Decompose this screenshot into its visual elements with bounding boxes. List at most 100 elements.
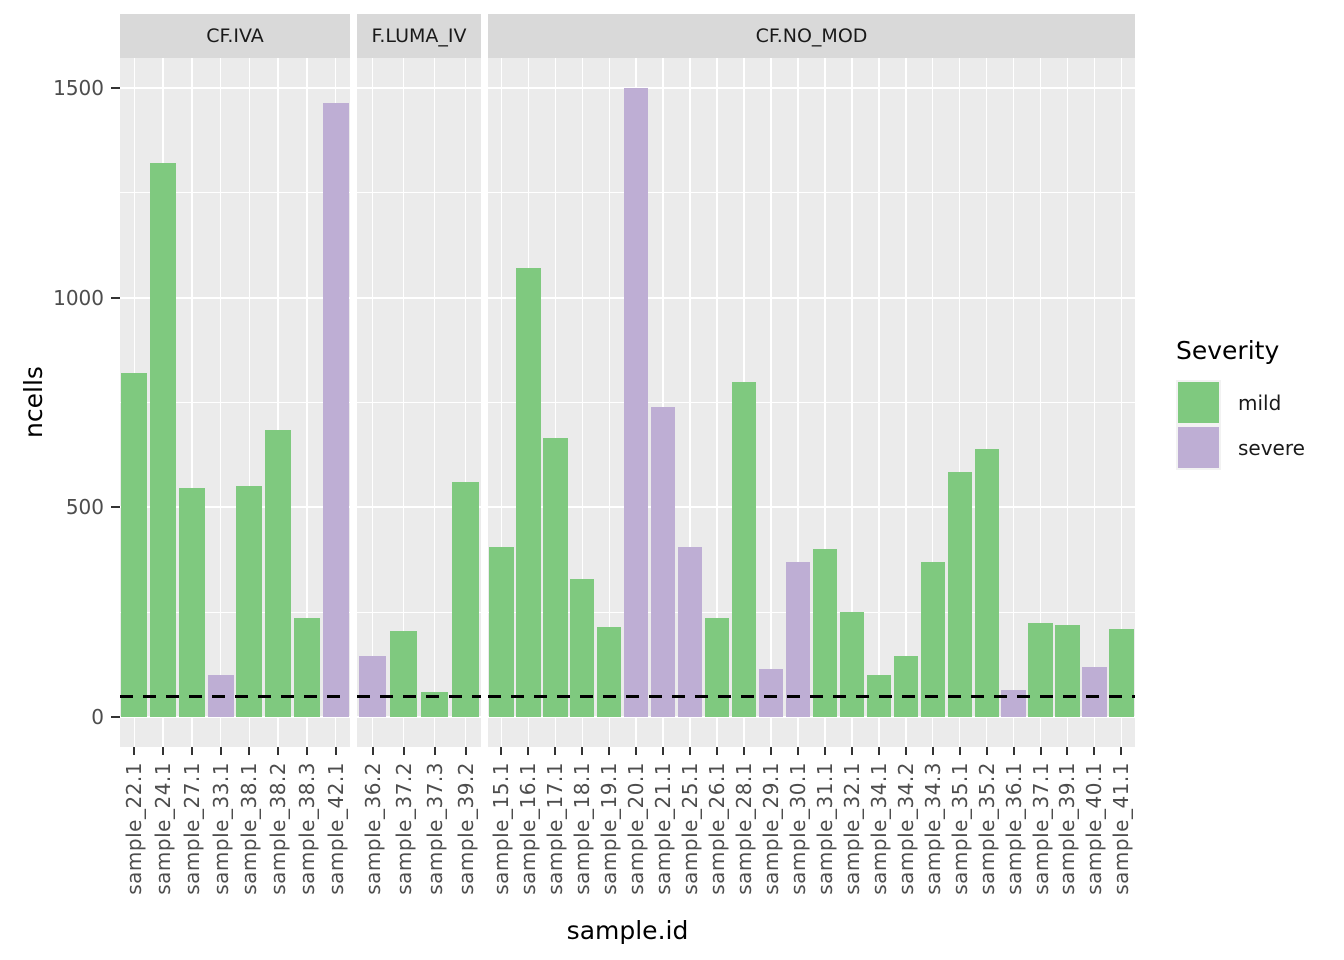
- gridline-major-y: [357, 87, 481, 89]
- bar: [704, 618, 730, 717]
- bar: [839, 612, 864, 717]
- category-cell: sample_42.1: [321, 58, 350, 895]
- x-tick-label: sample_39.2: [453, 762, 478, 895]
- gridline-x: [306, 58, 308, 747]
- gridline-minor-y: [488, 611, 1135, 613]
- category-cell: sample_22.1: [120, 58, 149, 895]
- reference-line: [357, 694, 481, 698]
- category-row: sample_15.1 sample_16.1 sample_17.1 sample_…: [488, 58, 1135, 895]
- gridline-x: [554, 58, 557, 747]
- category-cell: sample_35.2: [973, 58, 1000, 895]
- legend-entries: mild severe: [1176, 380, 1305, 470]
- category-cell: sample_41.1: [1108, 58, 1135, 895]
- x-tick-label: sample_36.1: [1001, 762, 1026, 895]
- gridline-major-y: [120, 506, 350, 509]
- gridline-x: [1120, 58, 1123, 747]
- bar: [451, 482, 480, 717]
- x-tick-mark: [1039, 747, 1042, 755]
- category-cell: sample_20.1: [623, 58, 650, 895]
- facet-strip-label: CF.NO_MOD: [755, 25, 868, 47]
- x-tick-mark: [823, 747, 826, 755]
- gridline-x: [248, 58, 251, 747]
- facet-strip: CF.IVA: [120, 14, 350, 58]
- x-tick-mark: [877, 747, 880, 755]
- category-row: sample_22.1 sample_24.1 sample_27.1 sample_…: [120, 58, 350, 895]
- category-cell: sample_31.1: [811, 58, 838, 895]
- x-tick-label: sample_42.1: [323, 762, 348, 895]
- gridline-x: [985, 58, 988, 747]
- bar: [651, 407, 676, 717]
- gridline-minor-y: [488, 192, 1135, 194]
- bar: [812, 549, 838, 717]
- category-cell: sample_38.1: [235, 58, 264, 895]
- facet-strip-label: F.LUMA_IV: [371, 25, 467, 47]
- category-cell: sample_35.1: [946, 58, 973, 895]
- x-tick-mark: [1066, 747, 1069, 755]
- bar: [322, 103, 349, 717]
- x-tick-label: sample_16.1: [516, 762, 541, 895]
- x-axis-title: sample.id: [566, 916, 689, 945]
- x-tick-mark: [433, 747, 436, 755]
- category-cell: sample_15.1: [488, 58, 515, 895]
- x-tick-mark: [334, 747, 337, 755]
- mild-swatch: [1178, 382, 1219, 423]
- bar: [758, 669, 784, 717]
- bar: [1055, 625, 1080, 717]
- y-tick-mark: [111, 506, 120, 509]
- category-cell: sample_28.1: [731, 58, 758, 895]
- x-tick-label: sample_35.1: [947, 762, 972, 895]
- x-tick-label: sample_22.1: [122, 762, 147, 895]
- gridline-x: [608, 58, 611, 747]
- bar: [570, 579, 595, 717]
- legend-key: [1176, 380, 1221, 425]
- y-axis-title: ncells: [19, 366, 48, 438]
- x-tick-mark: [190, 747, 193, 755]
- bar: [265, 430, 292, 717]
- bar: [150, 163, 177, 717]
- x-tick-label: sample_28.1: [732, 762, 757, 895]
- x-tick-mark: [248, 747, 251, 755]
- x-tick-label: sample_38.2: [266, 762, 291, 895]
- x-tick-label: sample_19.1: [597, 762, 622, 895]
- x-tick-label: sample_41.1: [1109, 762, 1134, 895]
- category-cell: sample_19.1: [596, 58, 623, 895]
- bar: [389, 631, 418, 717]
- x-tick-label: sample_20.1: [624, 762, 649, 895]
- gridline-x: [402, 58, 405, 747]
- gridline-x: [662, 58, 664, 747]
- x-tick-mark: [162, 747, 165, 755]
- category-cell: sample_33.1: [206, 58, 235, 895]
- x-tick-label: sample_37.1: [1028, 762, 1053, 895]
- category-cell: sample_27.1: [178, 58, 207, 895]
- x-tick-mark: [277, 747, 280, 755]
- gridline-x: [716, 58, 718, 747]
- gridline-x: [931, 58, 934, 747]
- facet-panel: sample_22.1 sample_24.1 sample_27.1 sample_…: [120, 58, 350, 895]
- x-tick-mark: [716, 747, 719, 755]
- gridline-x: [433, 58, 436, 747]
- y-tick-mark: [111, 87, 120, 89]
- gridline-x: [770, 58, 772, 747]
- gridline-x: [581, 58, 584, 747]
- gridline-major-y: [120, 87, 350, 89]
- bar: [785, 562, 811, 717]
- x-tick-label: sample_34.3: [920, 762, 945, 895]
- facet-strip-label: CF.IVA: [206, 25, 264, 47]
- x-tick-mark: [689, 747, 692, 755]
- x-tick-mark: [931, 747, 934, 755]
- gridline-x: [689, 58, 691, 747]
- category-cell: sample_37.1: [1027, 58, 1054, 895]
- bar: [974, 449, 999, 717]
- gridline-minor-y: [357, 192, 481, 194]
- category-cell: sample_32.1: [838, 58, 865, 895]
- y-tick-label: 1500: [53, 76, 104, 100]
- x-tick-label: sample_38.3: [294, 762, 319, 895]
- x-tick-mark: [1012, 747, 1015, 755]
- legend-title: Severity: [1176, 336, 1280, 365]
- x-tick-label: sample_37.2: [391, 762, 416, 895]
- gridline-major-y: [357, 296, 481, 299]
- gridline-x: [219, 58, 222, 747]
- x-tick-mark: [500, 747, 503, 755]
- category-cell: sample_21.1: [650, 58, 677, 895]
